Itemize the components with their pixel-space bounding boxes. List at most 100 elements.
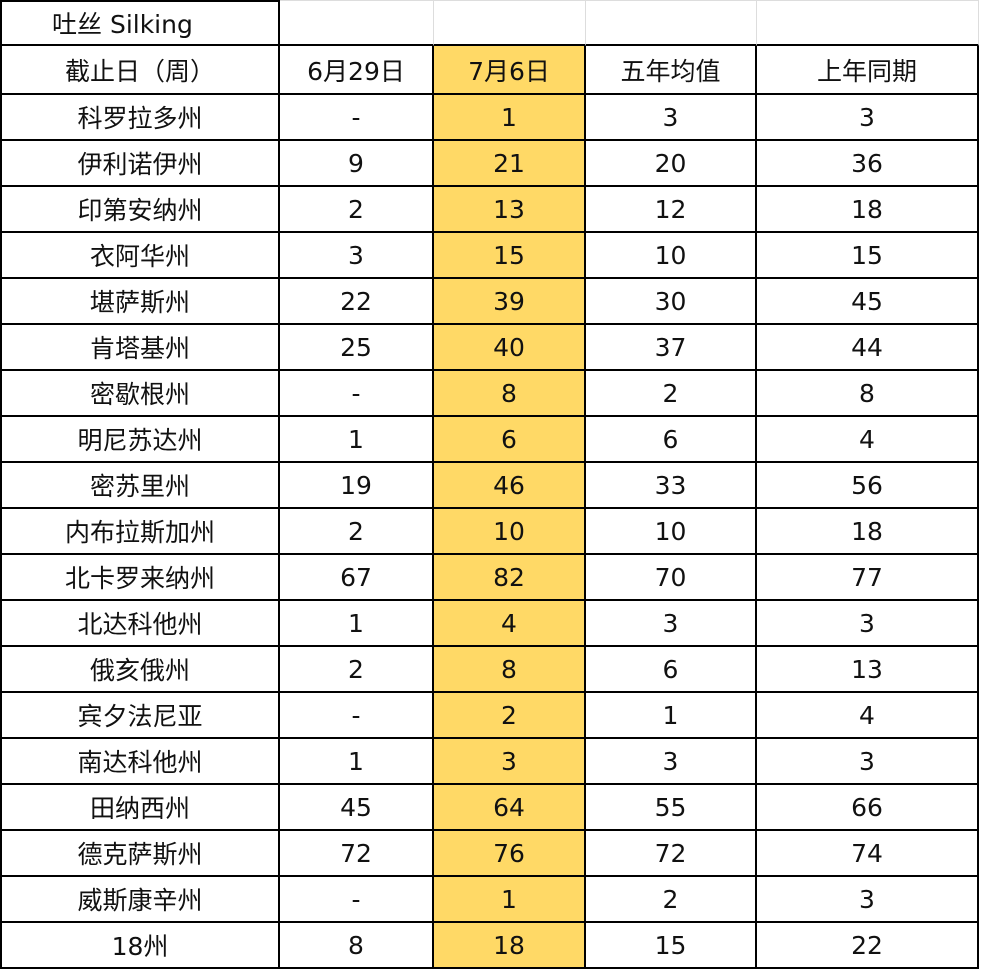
last-year-value: 3	[757, 95, 979, 141]
last-year-value: 45	[757, 279, 979, 325]
jun29-value: -	[280, 371, 434, 417]
state-name: 俄亥俄州	[0, 647, 280, 693]
header-jul6: 7月6日	[434, 46, 586, 95]
five-year-avg-value: 3	[586, 739, 757, 785]
jun29-value: 1	[280, 601, 434, 647]
state-name: 18州	[0, 923, 280, 969]
empty-cell	[586, 0, 757, 46]
header-row: 截止日（周） 6月29日 7月6日 五年均值 上年同期	[0, 46, 979, 95]
state-name: 宾夕法尼亚	[0, 693, 280, 739]
empty-cell	[757, 0, 979, 46]
state-name: 内布拉斯加州	[0, 509, 280, 555]
state-name: 明尼苏达州	[0, 417, 280, 463]
table-row: 密苏里州 19 46 33 56	[0, 463, 979, 509]
table-row: 俄亥俄州 2 8 6 13	[0, 647, 979, 693]
jul6-value: 1	[434, 877, 586, 923]
jun29-value: 9	[280, 141, 434, 187]
header-five-year-avg: 五年均值	[586, 46, 757, 95]
state-name: 北达科他州	[0, 601, 280, 647]
jun29-value: -	[280, 877, 434, 923]
state-name: 印第安纳州	[0, 187, 280, 233]
jun29-value: 67	[280, 555, 434, 601]
last-year-value: 4	[757, 417, 979, 463]
five-year-avg-value: 1	[586, 693, 757, 739]
state-name: 肯塔基州	[0, 325, 280, 371]
table-row: 堪萨斯州 22 39 30 45	[0, 279, 979, 325]
jul6-value: 64	[434, 785, 586, 831]
five-year-avg-value: 3	[586, 95, 757, 141]
jul6-value: 8	[434, 647, 586, 693]
jul6-value: 82	[434, 555, 586, 601]
jun29-value: 2	[280, 647, 434, 693]
jul6-value: 10	[434, 509, 586, 555]
table-row: 密歇根州 -8 2 8	[0, 371, 979, 417]
jul6-value: 39	[434, 279, 586, 325]
jun29-value: 1	[280, 417, 434, 463]
table-row: 德克萨斯州 72 76 72 74	[0, 831, 979, 877]
five-year-avg-value: 2	[586, 371, 757, 417]
table-row: 科罗拉多州 -1 3 3	[0, 95, 979, 141]
table-row: 北达科他州 1 4 3 3	[0, 601, 979, 647]
jun29-value: 8	[280, 923, 434, 969]
state-name: 密歇根州	[0, 371, 280, 417]
jun29-value: 22	[280, 279, 434, 325]
last-year-value: 3	[757, 877, 979, 923]
last-year-value: 4	[757, 693, 979, 739]
last-year-value: 8	[757, 371, 979, 417]
jul6-value: 40	[434, 325, 586, 371]
jul6-value: 1	[434, 95, 586, 141]
last-year-value: 18	[757, 509, 979, 555]
jul6-value: 18	[434, 923, 586, 969]
jun29-value: 45	[280, 785, 434, 831]
jul6-value: 46	[434, 463, 586, 509]
last-year-value: 74	[757, 831, 979, 877]
table-row: 18州 8 18 15 22	[0, 923, 979, 969]
table-row: 衣阿华州 3 15 10 15	[0, 233, 979, 279]
five-year-avg-value: 12	[586, 187, 757, 233]
empty-cell	[434, 0, 586, 46]
jun29-value: 2	[280, 509, 434, 555]
header-last-year: 上年同期	[757, 46, 979, 95]
state-name: 威斯康辛州	[0, 877, 280, 923]
table-row: 内布拉斯加州 2 10 10 18	[0, 509, 979, 555]
last-year-value: 77	[757, 555, 979, 601]
jun29-value: -	[280, 693, 434, 739]
state-name: 伊利诺伊州	[0, 141, 280, 187]
five-year-avg-value: 10	[586, 509, 757, 555]
five-year-avg-value: 6	[586, 417, 757, 463]
state-name: 堪萨斯州	[0, 279, 280, 325]
state-name: 衣阿华州	[0, 233, 280, 279]
header-week-ending: 截止日（周）	[0, 46, 280, 95]
jul6-value: 2	[434, 693, 586, 739]
last-year-value: 3	[757, 739, 979, 785]
jul6-value: 13	[434, 187, 586, 233]
jun29-value: 25	[280, 325, 434, 371]
five-year-avg-value: 37	[586, 325, 757, 371]
jun29-value: 72	[280, 831, 434, 877]
last-year-value: 13	[757, 647, 979, 693]
table-row: 宾夕法尼亚 -2 1 4	[0, 693, 979, 739]
title-row: 吐丝 Silking	[0, 0, 979, 46]
jul6-value: 6	[434, 417, 586, 463]
state-name: 密苏里州	[0, 463, 280, 509]
five-year-avg-value: 15	[586, 923, 757, 969]
last-year-value: 15	[757, 233, 979, 279]
jul6-value: 8	[434, 371, 586, 417]
jun29-value: 1	[280, 739, 434, 785]
state-name: 北卡罗来纳州	[0, 555, 280, 601]
table-row: 印第安纳州 2 13 12 18	[0, 187, 979, 233]
table-row: 伊利诺伊州 9 21 20 36	[0, 141, 979, 187]
empty-cell	[280, 0, 434, 46]
jul6-value: 76	[434, 831, 586, 877]
table-row: 北卡罗来纳州 67 82 70 77	[0, 555, 979, 601]
table-row: 南达科他州 1 3 3 3	[0, 739, 979, 785]
five-year-avg-value: 3	[586, 601, 757, 647]
five-year-avg-value: 20	[586, 141, 757, 187]
five-year-avg-value: 33	[586, 463, 757, 509]
last-year-value: 56	[757, 463, 979, 509]
table-row: 田纳西州 45 64 55 66	[0, 785, 979, 831]
table-title: 吐丝 Silking	[0, 0, 280, 46]
table-row: 肯塔基州 25 40 37 44	[0, 325, 979, 371]
five-year-avg-value: 55	[586, 785, 757, 831]
